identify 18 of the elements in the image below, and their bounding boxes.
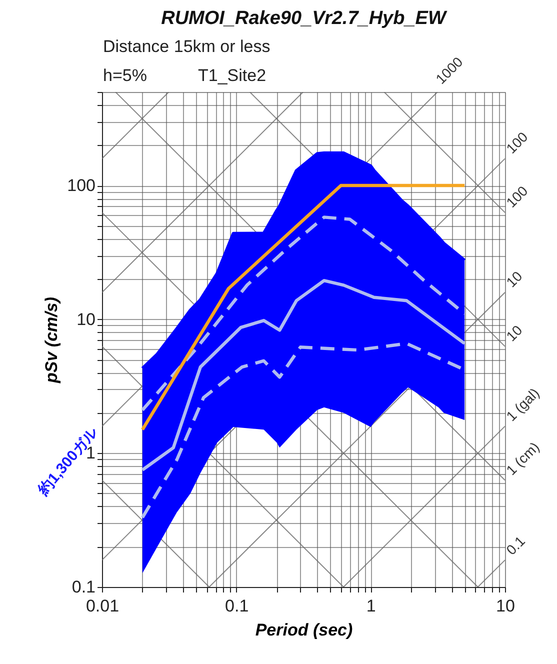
annotation: 100 <box>502 182 531 210</box>
y-tick-label: 10 <box>76 310 96 329</box>
annotation: 0.1 <box>502 532 528 558</box>
text: T1_Site2 <box>198 66 266 85</box>
x-axis-title: Period (sec) <box>255 620 353 640</box>
annotation: 100 <box>502 128 531 156</box>
chart-title: RUMOI_Rake90_Vr2.7_Hyb_EW <box>161 8 448 29</box>
x-tick-label: 10 <box>496 596 515 616</box>
y-tick-label: 100 <box>67 176 96 196</box>
text: h=5% <box>103 66 147 85</box>
x-tick-label: 1 <box>366 596 376 616</box>
y-axis-title: pSv (cm/s) <box>42 296 62 384</box>
x-tick-label: 0.1 <box>225 596 249 616</box>
x-tick-label: 0.01 <box>86 596 120 616</box>
annotation: 10 <box>502 322 526 344</box>
y-tick-label: 0.1 <box>72 578 96 596</box>
chart-subtitle: Distance 15km or less <box>103 37 270 56</box>
annotation: 10 <box>502 268 526 290</box>
